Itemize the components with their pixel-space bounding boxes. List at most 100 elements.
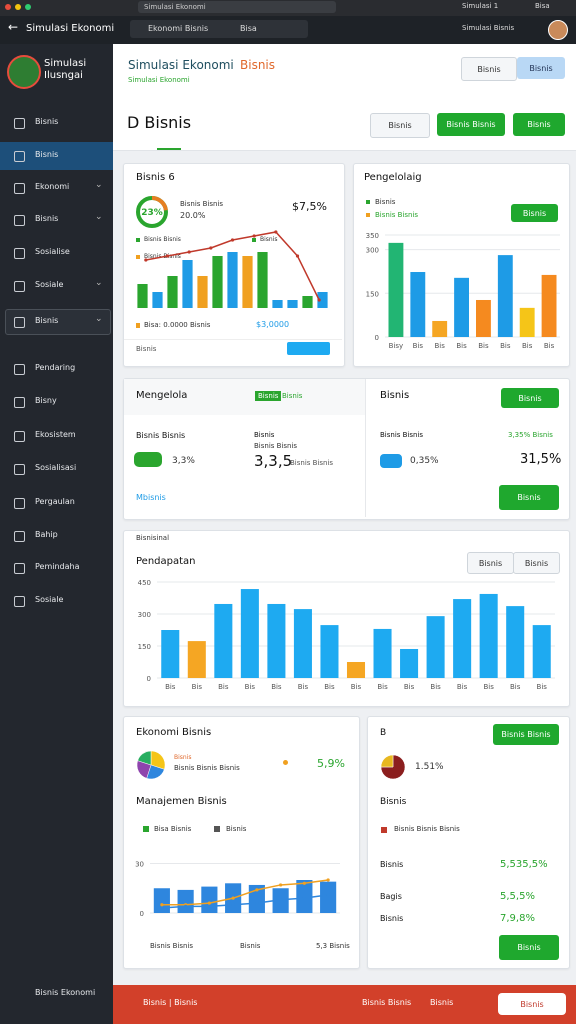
bar	[373, 628, 392, 678]
user-label: Simulasi Bisnis	[462, 24, 515, 32]
nav-item[interactable]: Pergaulan	[35, 497, 75, 506]
card-link[interactable]: Mbisnis	[136, 493, 166, 502]
nav-selected	[5, 309, 111, 335]
bar	[426, 616, 445, 678]
logo-icon	[7, 55, 41, 89]
line-point	[231, 903, 235, 907]
bar	[541, 274, 557, 337]
x-tick-label: Bis	[544, 342, 555, 350]
bottom-text[interactable]: Bisnis	[430, 998, 454, 1007]
address-field[interactable]: Ekonomi Bisnis	[130, 20, 308, 38]
nav-icon	[14, 397, 25, 408]
pie-slice	[137, 750, 152, 766]
nav-item[interactable]: Bisnis	[35, 117, 59, 126]
sidebar-footer[interactable]: Bisnis Ekonomi	[35, 988, 96, 997]
card-button[interactable]: Bisnis	[499, 935, 559, 960]
card-button[interactable]: Bisnis	[511, 204, 558, 222]
y-tick-label: 350	[366, 232, 379, 240]
nav-item[interactable]: Sosialisasi	[35, 463, 77, 472]
bar	[201, 886, 218, 913]
nav-item[interactable]: Bahip	[35, 530, 58, 539]
nav-item[interactable]: Bisny	[35, 396, 57, 405]
bottom-button[interactable]: Bisnis	[498, 993, 566, 1015]
header-button[interactable]: Bisnis	[517, 57, 565, 79]
card-button[interactable]: Bisnis	[467, 552, 514, 574]
nav-icon	[14, 431, 25, 442]
line-point	[326, 893, 330, 897]
line-point	[230, 238, 235, 242]
badge: Bisnis	[255, 391, 282, 401]
bar	[240, 589, 259, 678]
nav-item[interactable]: Bisnis	[35, 214, 59, 223]
card-button[interactable]: Bisnis Bisnis	[493, 724, 559, 745]
bar	[506, 606, 525, 678]
bar	[432, 320, 448, 337]
nav-item[interactable]: Pemindaha	[35, 562, 80, 571]
row-label: Bisnis	[380, 860, 404, 869]
bottom-text[interactable]: Bisnis Bisnis	[362, 998, 412, 1007]
card-supertitle: Bisnisinal	[136, 534, 170, 542]
divider	[124, 339, 342, 340]
nav-chevron: ⌄	[95, 314, 103, 324]
x-tick-label: Bis	[377, 683, 388, 691]
nav-item[interactable]: Ekonomi	[35, 182, 70, 191]
card-text: Bisnis Bisnis	[290, 459, 334, 467]
card-title: Pengelolaig	[364, 172, 422, 183]
page-button[interactable]: Bisnis Bisnis	[437, 113, 505, 136]
card-title: Pendapatan	[136, 556, 196, 567]
legend-swatch	[366, 200, 370, 204]
bar	[317, 292, 328, 308]
y-tick-label: 150	[138, 643, 151, 651]
card-big: 31,5%	[520, 452, 562, 467]
page-button[interactable]: Bisnis	[513, 113, 565, 136]
nav-icon	[14, 317, 25, 328]
nav-item[interactable]: Sosialise	[35, 247, 70, 256]
back-arrow: ←	[8, 20, 19, 34]
x-tick-label: Bis	[245, 683, 256, 691]
nav-item[interactable]: Ekosistem	[35, 430, 76, 439]
nav-chevron: ⌄	[95, 212, 103, 222]
legend-label: Bisnis	[226, 825, 247, 833]
bar-chart: 0 150 300 450 Bis Bis Bis Bis Bis Bis Bis Bis Bis Bis…	[138, 579, 555, 691]
x-tick-label: Bis	[218, 683, 229, 691]
ring-label: 23%	[141, 208, 163, 218]
x-tick-label: Bis	[457, 683, 468, 691]
nav-item[interactable]: Sosiale	[35, 595, 64, 604]
card-button[interactable]: Bisnis	[513, 552, 560, 574]
card-text: Bisnis Bisnis Bisnis	[174, 764, 240, 772]
bar	[296, 880, 313, 913]
nav-item[interactable]: Bisnis	[35, 316, 59, 325]
bar	[212, 256, 223, 308]
header-title-b: Bisnis	[240, 58, 276, 72]
app-title: Simulasi Ekonomi	[26, 23, 115, 34]
legend-label: Bisnis	[375, 198, 396, 206]
card-button[interactable]: Bisnis	[499, 485, 559, 510]
bar	[182, 260, 193, 308]
line-point	[302, 896, 306, 900]
row-value: 7,9,8%	[500, 913, 535, 924]
line-point	[279, 898, 283, 902]
nav-item[interactable]: Pendaring	[35, 363, 76, 372]
bar	[453, 599, 472, 678]
line-point	[187, 250, 191, 254]
header-button[interactable]: Bisnis	[461, 57, 517, 81]
x-tick-label: Bis	[192, 683, 203, 691]
bar	[346, 662, 366, 678]
card-link[interactable]: Bisnis	[136, 345, 157, 353]
card-button[interactable]: Bisnis	[501, 388, 559, 408]
pie	[136, 750, 166, 780]
bar	[167, 276, 178, 308]
line-point	[279, 883, 283, 887]
tab2: Bisa	[240, 24, 257, 33]
nav-item[interactable]: Bisnis	[35, 150, 59, 159]
bottom-text[interactable]: Bisnis | Bisnis	[143, 998, 198, 1007]
nav-item[interactable]: Sosiale	[35, 280, 64, 289]
bar	[519, 307, 535, 337]
x-tick-label: Bis	[456, 342, 467, 350]
card-text: Bisa: 0.0000 Bisnis	[144, 321, 211, 329]
page-button[interactable]: Bisnis	[370, 113, 430, 138]
combo-chart: 0 30	[135, 861, 340, 918]
y-tick-label: 450	[138, 579, 151, 587]
card-header-band	[124, 379, 365, 415]
bar	[532, 625, 551, 678]
